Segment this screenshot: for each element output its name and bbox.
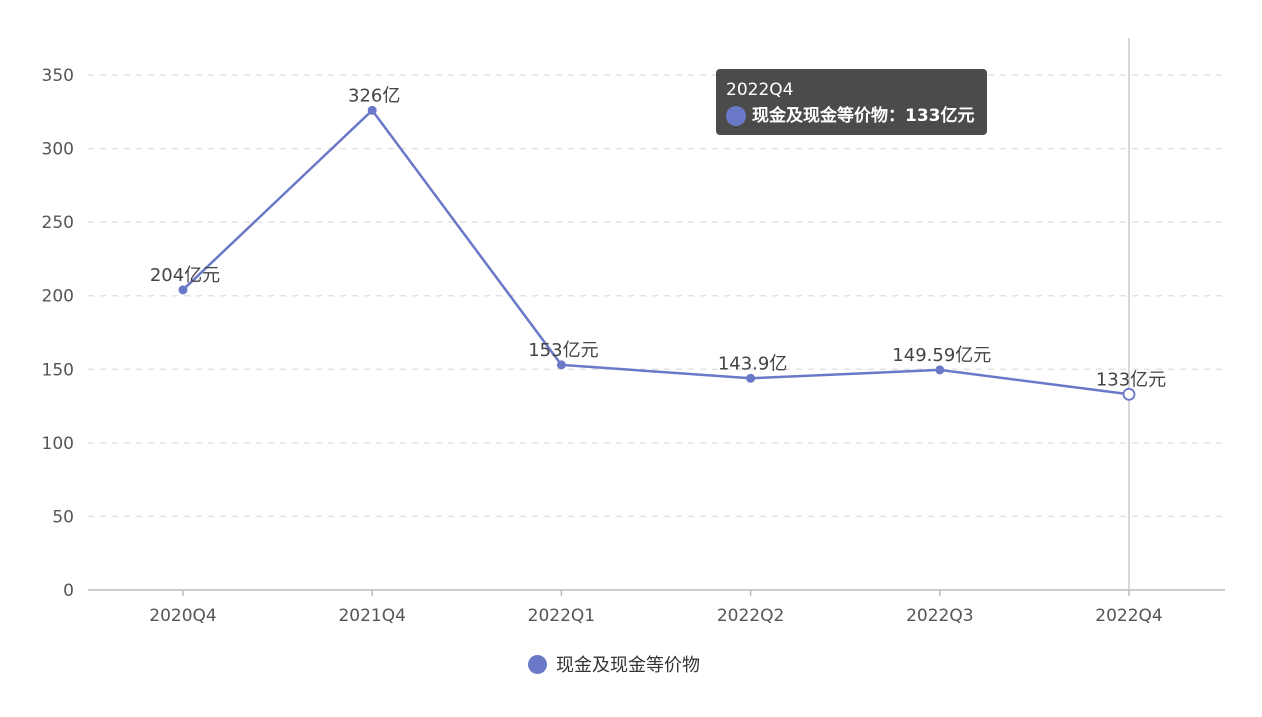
y-tick-label: 250 [42, 213, 74, 233]
x-tick-label: 2021Q4 [338, 606, 405, 626]
data-point[interactable] [746, 373, 756, 383]
y-tick-label: 350 [42, 66, 74, 86]
data-point[interactable] [935, 365, 945, 375]
circle-icon [528, 654, 547, 674]
series-line [182, 109, 1130, 396]
x-tick-label: 2022Q2 [717, 606, 784, 626]
y-tick-label: 0 [63, 581, 74, 601]
y-tick-label: 200 [42, 287, 74, 307]
data-label: 326亿 [348, 85, 400, 106]
data-point[interactable] [1122, 387, 1136, 401]
x-tick-label: 2022Q1 [528, 606, 595, 626]
legend-item[interactable]: 现金及现金等价物 [528, 651, 700, 677]
data-point[interactable] [367, 105, 377, 115]
y-tick-label: 150 [42, 360, 74, 380]
x-axis-ticks: 2020Q4 2021Q4 2022Q1 2022Q2 2022Q3 2022Q4 [149, 590, 1163, 626]
x-tick-label: 2022Q3 [906, 606, 973, 626]
y-tick-label: 100 [42, 434, 74, 454]
data-label: 133亿元 [1096, 369, 1166, 390]
tooltip-row: 现金及现金等价物 ： 133亿元 [726, 103, 975, 129]
data-label: 149.59亿元 [892, 345, 991, 366]
y-tick-label: 50 [52, 507, 74, 527]
y-axis-ticks: 0 50 100 150 200 250 300 350 [42, 66, 74, 601]
data-points[interactable] [178, 105, 1136, 401]
data-label: 153亿元 [528, 340, 598, 361]
data-label: 204亿元 [150, 265, 220, 286]
y-tick-label: 300 [42, 140, 74, 160]
data-point[interactable] [556, 360, 566, 370]
x-tick-label: 2022Q4 [1095, 606, 1162, 626]
legend-label: 现金及现金等价物 [556, 655, 700, 676]
data-labels: 204亿元 326亿 153亿元 143.9亿 149.59亿元 133亿元 [150, 85, 1166, 390]
tooltip-title: 2022Q4 [726, 80, 794, 100]
grid-lines [88, 74, 1225, 518]
tooltip-series-name: 现金及现金等价物 [752, 106, 888, 126]
tooltip: 2022Q4 现金及现金等价物 ： 133亿元 [716, 69, 987, 135]
data-label: 143.9亿 [718, 353, 788, 374]
tooltip-separator: ： [888, 106, 905, 126]
tooltip-value: 133亿元 [905, 106, 975, 126]
series-dot-icon [726, 106, 746, 126]
data-point[interactable] [178, 285, 188, 295]
x-tick-label: 2020Q4 [149, 606, 216, 626]
